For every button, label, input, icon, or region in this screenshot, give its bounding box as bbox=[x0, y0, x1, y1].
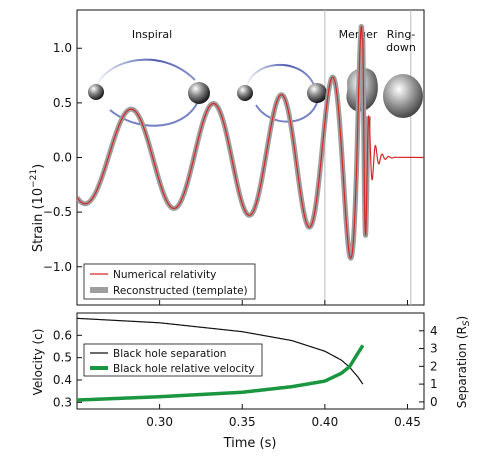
black-hole-sphere-icon bbox=[237, 85, 253, 101]
x-tick-label: 0.45 bbox=[394, 415, 421, 429]
separation-y-tick-label: 0 bbox=[430, 395, 438, 409]
bottom-panel-ticks: 0.30 0.35 0.40 0.45 0.6 0.5 0.4 0.3 4 3 2 1 0 bbox=[53, 300, 438, 429]
x-tick-label: 0.40 bbox=[311, 415, 338, 429]
separation-axis-label: Separation (RS) bbox=[455, 316, 472, 408]
x-tick-label: 0.30 bbox=[146, 415, 173, 429]
strain-y-tick-label: 0.0 bbox=[53, 151, 72, 165]
ringdown-label-line2: down bbox=[386, 41, 416, 54]
strain-legend: Numerical relativity Reconstructed (temp… bbox=[83, 263, 256, 300]
velocity-axis-label: Velocity (c) bbox=[31, 329, 45, 396]
velocity-y-tick-label: 0.6 bbox=[53, 328, 72, 342]
legend-label-numerical-relativity: Numerical relativity bbox=[113, 269, 216, 281]
legend-label-velocity: Black hole relative velocity bbox=[113, 363, 255, 375]
legend-label-separation: Black hole separation bbox=[113, 348, 226, 360]
black-hole-sphere-icon bbox=[88, 84, 104, 100]
strain-panel-frame bbox=[76, 9, 425, 306]
time-axis-label: Time (s) bbox=[223, 436, 277, 451]
series-line-separation bbox=[77, 317, 364, 385]
strain-panel: Inspiral Merger Ring- down 1.00.50.0−0 bbox=[29, 9, 425, 306]
strain-y-tick-label: 1.0 bbox=[53, 41, 72, 55]
bottom-panel-frame bbox=[76, 312, 425, 410]
black-hole-sphere-icon bbox=[307, 83, 327, 103]
strain-y-tick-label: 0.5 bbox=[53, 96, 72, 110]
velocity-y-tick-label: 0.4 bbox=[53, 373, 72, 387]
series-line-velocity bbox=[77, 344, 365, 402]
orbit-arc-icon bbox=[95, 58, 196, 89]
velocity-separation-panel: 0.30 0.35 0.40 0.45 0.6 0.5 0.4 0.3 4 3 2 1 0 Veloci… bbox=[31, 300, 472, 451]
separation-y-tick-label: 1 bbox=[430, 377, 438, 391]
separation-y-tick-label: 3 bbox=[430, 342, 438, 356]
orbit-arc-icon bbox=[245, 63, 315, 91]
legend-label-reconstructed: Reconstructed (template) bbox=[113, 285, 248, 297]
bottom-legend: Black hole separation Black hole relativ… bbox=[83, 343, 263, 377]
bottom-legend-box bbox=[83, 343, 263, 377]
black-hole-sphere-icon bbox=[188, 82, 210, 104]
separation-y-tick-label: 4 bbox=[430, 324, 438, 338]
ringdown-label-line1: Ring- bbox=[387, 28, 416, 41]
strain-y-tick-label: −1.0 bbox=[43, 260, 72, 274]
strain-y-ticks: 1.0 0.5 0.0 −0.5 −1.0 bbox=[43, 41, 82, 274]
inspiral-label: Inspiral bbox=[132, 28, 172, 41]
separation-y-tick-label: 2 bbox=[430, 359, 438, 373]
strain-legend-box bbox=[83, 263, 256, 300]
orbit-illustration-1 bbox=[88, 58, 210, 127]
ringdown-remnant-icon bbox=[383, 74, 423, 118]
strain-y-tick-label: −0.5 bbox=[43, 205, 72, 219]
velocity-y-tick-label: 0.3 bbox=[53, 395, 72, 409]
strain-axis-label: Strain (10−21) bbox=[29, 164, 46, 252]
velocity-y-tick-label: 0.5 bbox=[53, 351, 72, 365]
x-tick-label: 0.35 bbox=[229, 415, 256, 429]
series-line-numerical-relativity bbox=[77, 25, 424, 259]
